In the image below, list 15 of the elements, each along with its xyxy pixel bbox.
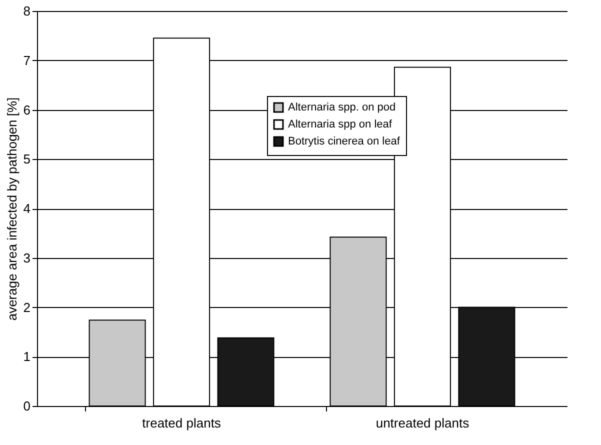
y-tick-label: 0 [23, 398, 30, 414]
y-tick-label: 6 [23, 102, 30, 118]
y-tick-label: 8 [23, 4, 30, 18]
y-tick-label: 4 [23, 201, 30, 216]
x-tick-label: untreated plants [376, 416, 470, 430]
y-tick-label: 1 [23, 349, 30, 364]
y-tick-label: 3 [23, 250, 30, 266]
y-tick-label: 5 [23, 152, 30, 167]
y-axis-title: average area infected by pathogen [%] [4, 97, 20, 321]
legend-label: Alternaria spp on leaf [288, 118, 393, 130]
y-tick-label: 2 [23, 300, 30, 315]
legend-label: Botrytis cinerea on leaf [288, 136, 401, 148]
y-tick-label: 7 [23, 52, 30, 68]
legend-label: Alternaria spp. on pod [288, 102, 396, 114]
x-tick-label: treated plants [142, 416, 222, 430]
